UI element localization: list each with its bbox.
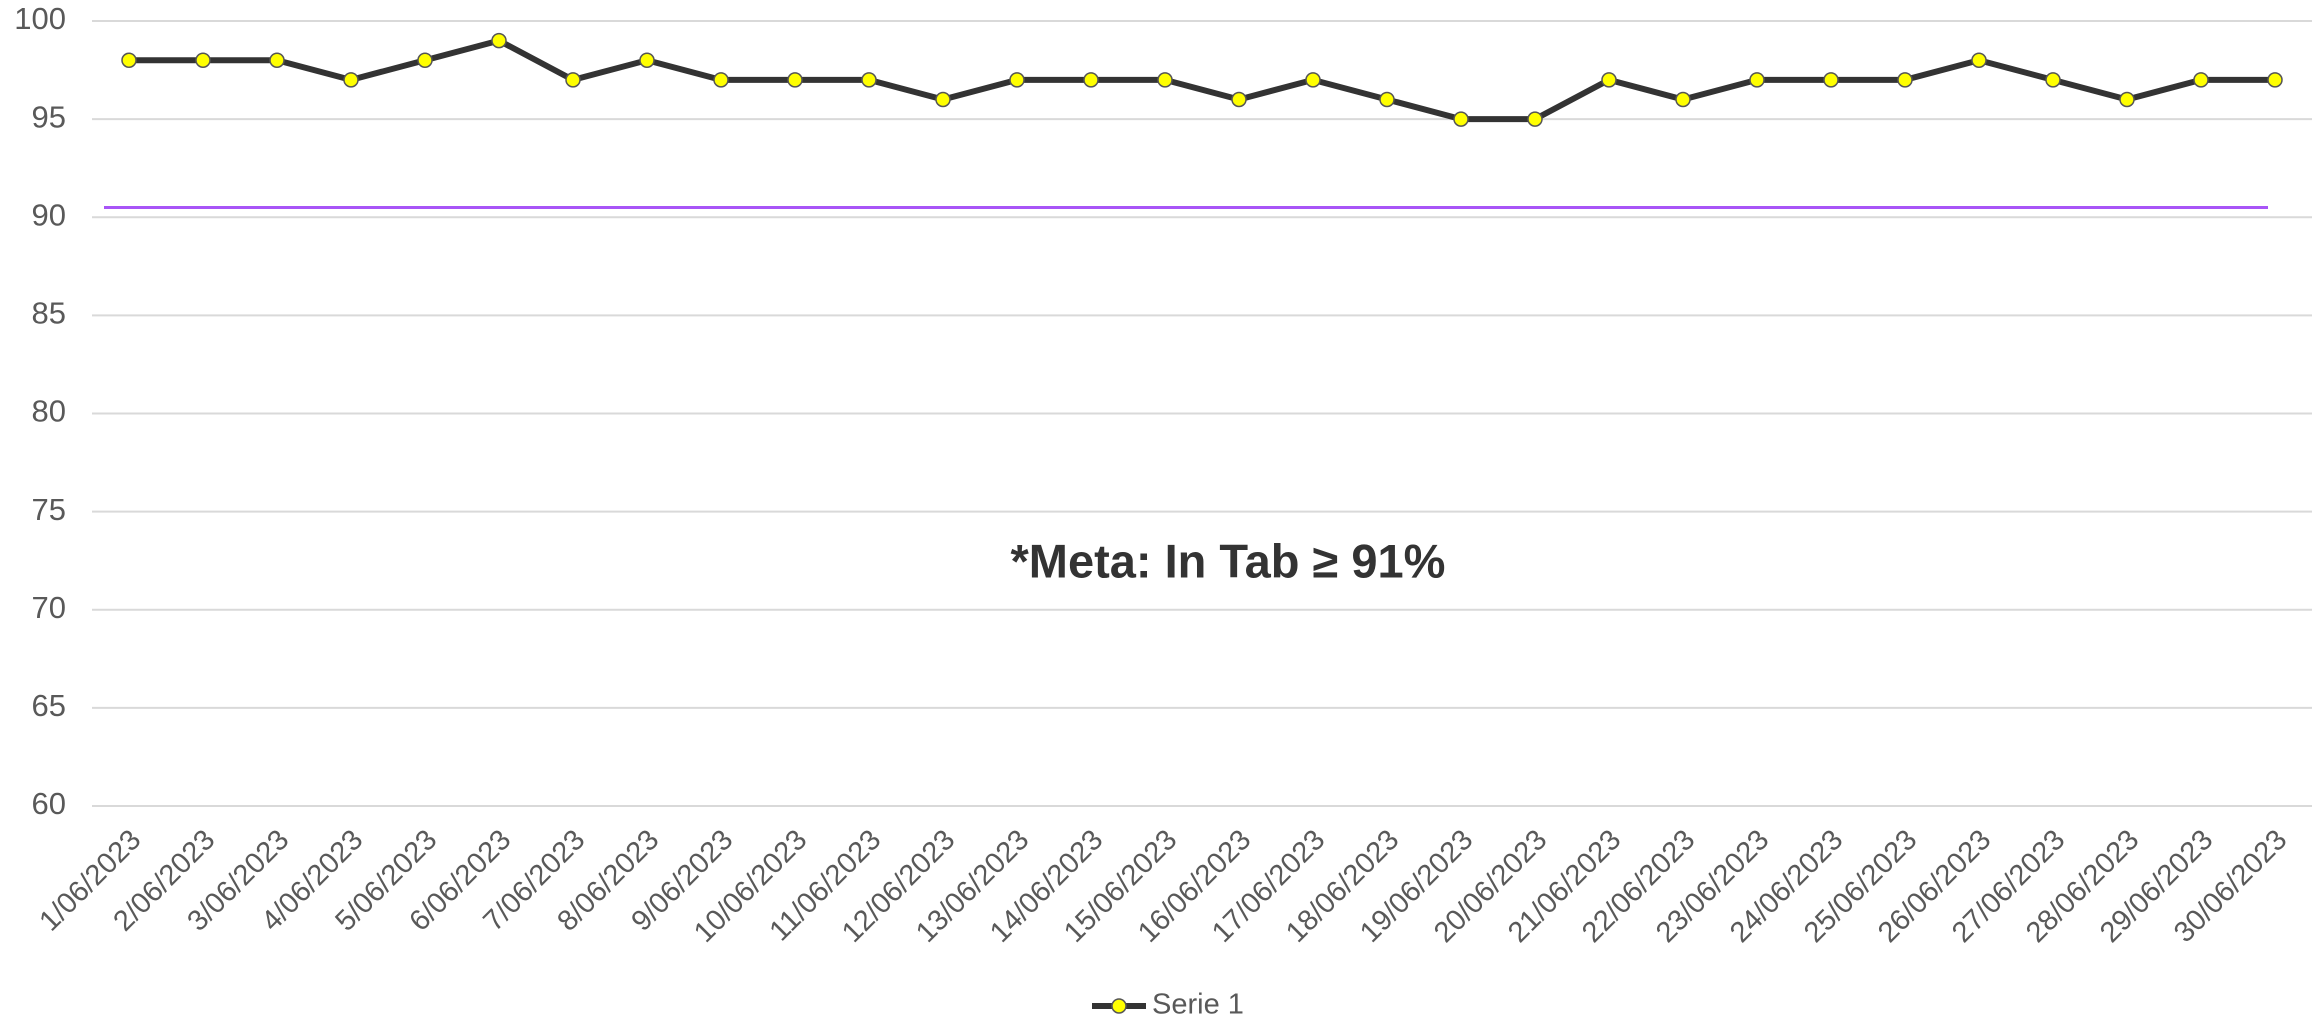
y-tick-label: 95 [32,99,66,134]
data-point [195,52,211,68]
data-point [1823,72,1839,88]
data-point [1157,72,1173,88]
data-point [565,72,581,88]
data-point [2193,72,2209,88]
y-tick-label: 65 [32,688,66,723]
data-point [935,91,951,108]
data-point [1749,72,1765,88]
data-point [2267,72,2283,88]
data-point [787,72,803,88]
data-point [1971,52,1987,68]
data-point [1675,91,1691,108]
data-point [713,72,729,88]
data-point [1231,91,1247,108]
data-point [269,52,285,68]
data-point [2119,91,2135,108]
data-point [1897,72,1913,88]
data-point [417,52,433,68]
annotation: *Meta: In Tab ≥ 91% [1011,534,1446,587]
data-point [1083,72,1099,88]
y-tick-label: 90 [32,197,66,232]
data-point [1379,91,1395,108]
series-line [129,37,2275,123]
y-tick-label: 60 [32,786,66,821]
data-point [1009,72,1025,88]
data-point [1527,111,1543,127]
legend-label: Serie 1 [1152,989,1244,1021]
y-tick-label: 100 [14,1,66,36]
y-tick-label: 80 [32,394,66,429]
y-tick-label: 70 [32,590,66,625]
y-tick-label: 75 [32,492,66,527]
data-point [121,52,137,68]
data-point [1305,72,1321,88]
data-point [861,72,877,88]
data-point [343,72,359,88]
data-point [491,32,507,49]
data-point [2045,72,2061,88]
data-point [1453,111,1469,127]
data-point [639,52,655,68]
legend-marker [1111,998,1127,1014]
y-tick-label: 85 [32,296,66,331]
data-point [1601,72,1617,88]
